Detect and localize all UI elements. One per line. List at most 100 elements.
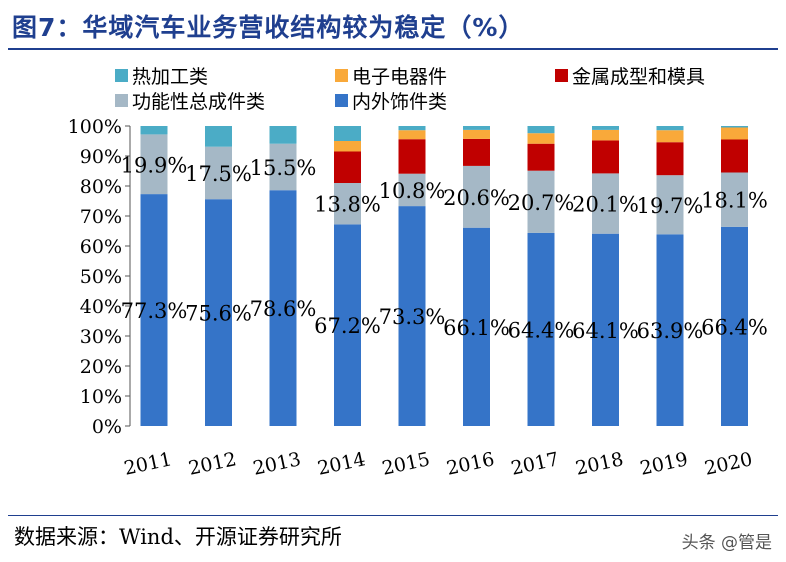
- watermark: 头条 @管是: [681, 533, 772, 553]
- bar-segment: [463, 165, 490, 228]
- chart-title: 图7：华域汽车业务营收结构较为稳定（%）: [12, 13, 525, 42]
- legend-label: 金属成型和模具: [572, 66, 706, 88]
- bar-segment: [269, 126, 297, 144]
- data-label: 78.6%: [250, 297, 317, 321]
- bar-segment: [334, 183, 361, 225]
- data-label: 66.4%: [701, 315, 768, 339]
- bar-segment: [656, 142, 684, 176]
- legend-swatch: [555, 69, 568, 82]
- data-label: 20.1%: [572, 193, 639, 217]
- bar-segment: [463, 227, 490, 426]
- y-tick-label: 70%: [80, 206, 122, 228]
- data-label: 15.5%: [250, 156, 317, 180]
- bar-segment: [527, 133, 555, 144]
- bar-segment: [721, 139, 748, 173]
- legend-item: 功能性总成件类: [115, 87, 265, 114]
- bar-segment: [398, 173, 426, 207]
- data-label: 66.1%: [443, 316, 510, 340]
- bar-segment: [592, 126, 619, 130]
- bar-segment: [592, 233, 619, 426]
- x-tick-label: 2014: [316, 448, 368, 480]
- bar-segment: [205, 146, 232, 200]
- legend-item: 内外饰件类: [335, 87, 447, 114]
- y-tick-label: 100%: [68, 116, 122, 138]
- bar-segment: [398, 206, 426, 426]
- x-tick-label: 2015: [380, 448, 432, 480]
- x-tick-label: 2019: [638, 448, 690, 480]
- data-label: 63.9%: [637, 319, 704, 343]
- x-tick-label: 2011: [122, 448, 174, 480]
- y-tick-label: 90%: [80, 146, 122, 168]
- legend-item: 电子电器件: [335, 62, 447, 89]
- bar-segment: [527, 232, 555, 426]
- bar-segment: [269, 190, 297, 426]
- bar-segment: [463, 138, 490, 166]
- legend-label: 内外饰件类: [352, 91, 448, 113]
- chart-plot: 0% 10% 20% 30% 40% 50% 60% 70% 80% 90% 100% 77.3% 19…: [68, 116, 768, 480]
- x-tick-label: 2012: [187, 448, 239, 480]
- bar-segment: [527, 143, 555, 171]
- bar-segment: [398, 126, 426, 131]
- x-tick-label: 2020: [703, 448, 755, 480]
- y-tick-label: 60%: [80, 236, 122, 258]
- bar-segment: [140, 134, 168, 195]
- legend-item: 热加工类: [115, 62, 208, 89]
- data-label: 20.6%: [443, 186, 510, 210]
- bar-segment: [269, 143, 297, 191]
- bar-segment: [140, 126, 168, 135]
- legend-label: 功能性总成件类: [132, 91, 266, 113]
- data-label: 64.1%: [572, 319, 639, 343]
- data-label: 17.5%: [185, 162, 252, 186]
- x-tick-label: 2018: [574, 448, 626, 480]
- legend-item: 金属成型和模具: [555, 62, 705, 89]
- y-tick-label: 0%: [92, 416, 122, 438]
- data-label: 77.3%: [121, 299, 188, 323]
- bar-segment: [721, 127, 748, 140]
- bar-segment: [398, 139, 426, 174]
- bar-segment: [463, 129, 490, 139]
- legend-swatch: [335, 94, 348, 107]
- bar-segment: [592, 140, 619, 174]
- bar-segment: [334, 151, 361, 183]
- bar-segment: [140, 194, 168, 426]
- source-note: 数据来源：Wind、开源证券研究所: [14, 525, 342, 549]
- y-tick-label: 40%: [80, 296, 122, 318]
- bar-segment: [721, 226, 748, 426]
- bar-segment: [592, 129, 619, 141]
- data-label: 19.9%: [121, 153, 188, 177]
- y-tick-label: 30%: [80, 326, 122, 348]
- legend-swatch: [335, 69, 348, 82]
- bar-segment: [592, 173, 619, 234]
- data-label: 20.7%: [508, 191, 575, 215]
- title-divider: [8, 48, 778, 50]
- bar-segment: [527, 126, 555, 134]
- data-label: 75.6%: [185, 302, 252, 326]
- bar-segment: [205, 199, 232, 426]
- bar-segment: [721, 172, 748, 227]
- data-label: 18.1%: [701, 189, 768, 213]
- bar-segment: [656, 130, 684, 143]
- legend-label: 热加工类: [132, 66, 209, 88]
- legend-swatch: [115, 69, 128, 82]
- data-label: 64.4%: [508, 318, 575, 342]
- bar-segment: [527, 170, 555, 233]
- bar-segment: [656, 234, 684, 426]
- bar-segment: [656, 126, 684, 131]
- y-tick-label: 10%: [80, 386, 122, 408]
- bar-segment: [398, 130, 426, 140]
- bar-segment: [334, 224, 361, 426]
- data-label: 67.2%: [314, 314, 381, 338]
- y-tick-label: 50%: [80, 266, 122, 288]
- bottom-divider: [8, 515, 778, 516]
- x-tick-label: 2017: [509, 448, 561, 480]
- data-label: 10.8%: [379, 179, 446, 203]
- x-tick-label: 2016: [445, 448, 497, 480]
- data-label: 73.3%: [379, 305, 446, 329]
- bar-segment: [656, 175, 684, 235]
- bar-segment: [334, 141, 361, 152]
- y-tick-label: 80%: [80, 176, 122, 198]
- data-label: 13.8%: [314, 193, 381, 217]
- legend-label: 电子电器件: [352, 66, 448, 88]
- bar-segment: [463, 126, 490, 130]
